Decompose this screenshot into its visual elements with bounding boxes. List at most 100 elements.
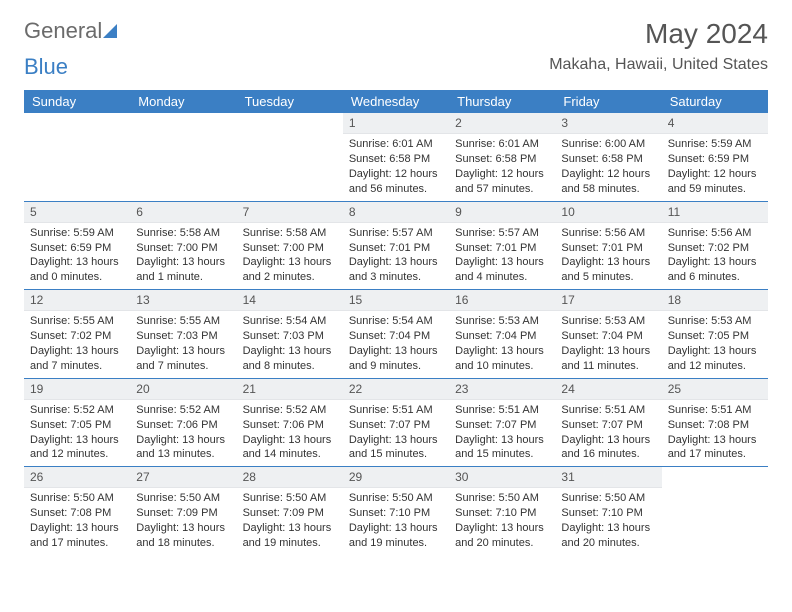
sunrise-text: Sunrise: 5:51 AM xyxy=(455,403,549,418)
calendar-cell: 9Sunrise: 5:57 AMSunset: 7:01 PMDaylight… xyxy=(449,201,555,290)
sunset-text: Sunset: 7:09 PM xyxy=(243,506,337,521)
day-number: 25 xyxy=(662,379,768,400)
day-number: 31 xyxy=(555,467,661,488)
day-number: 14 xyxy=(237,290,343,311)
daylight-text: Daylight: 13 hours and 14 minutes. xyxy=(243,433,337,463)
sunrise-text: Sunrise: 5:50 AM xyxy=(136,491,230,506)
calendar-cell: 10Sunrise: 5:56 AMSunset: 7:01 PMDayligh… xyxy=(555,201,661,290)
sunset-text: Sunset: 7:10 PM xyxy=(561,506,655,521)
day-header: Wednesday xyxy=(343,90,449,113)
sunset-text: Sunset: 7:10 PM xyxy=(455,506,549,521)
calendar-cell: 28Sunrise: 5:50 AMSunset: 7:09 PMDayligh… xyxy=(237,467,343,555)
calendar-cell: 1Sunrise: 6:01 AMSunset: 6:58 PMDaylight… xyxy=(343,113,449,201)
day-number: 9 xyxy=(449,202,555,223)
calendar-cell: 22Sunrise: 5:51 AMSunset: 7:07 PMDayligh… xyxy=(343,378,449,467)
daylight-text: Daylight: 12 hours and 56 minutes. xyxy=(349,167,443,197)
day-info: Sunrise: 5:50 AMSunset: 7:10 PMDaylight:… xyxy=(449,488,555,554)
sunset-text: Sunset: 7:07 PM xyxy=(561,418,655,433)
sunrise-text: Sunrise: 6:01 AM xyxy=(349,137,443,152)
sunrise-text: Sunrise: 5:50 AM xyxy=(30,491,124,506)
daylight-text: Daylight: 13 hours and 10 minutes. xyxy=(455,344,549,374)
daylight-text: Daylight: 13 hours and 20 minutes. xyxy=(561,521,655,551)
daylight-text: Daylight: 13 hours and 4 minutes. xyxy=(455,255,549,285)
day-info: Sunrise: 5:51 AMSunset: 7:08 PMDaylight:… xyxy=(662,400,768,466)
sunrise-text: Sunrise: 5:51 AM xyxy=(349,403,443,418)
daylight-text: Daylight: 13 hours and 7 minutes. xyxy=(136,344,230,374)
sunset-text: Sunset: 7:04 PM xyxy=(349,329,443,344)
sunset-text: Sunset: 7:05 PM xyxy=(30,418,124,433)
calendar-cell: 6Sunrise: 5:58 AMSunset: 7:00 PMDaylight… xyxy=(130,201,236,290)
calendar-cell: 19Sunrise: 5:52 AMSunset: 7:05 PMDayligh… xyxy=(24,378,130,467)
sunset-text: Sunset: 7:05 PM xyxy=(668,329,762,344)
day-number: 22 xyxy=(343,379,449,400)
sunrise-text: Sunrise: 5:54 AM xyxy=(243,314,337,329)
calendar-cell: 16Sunrise: 5:53 AMSunset: 7:04 PMDayligh… xyxy=(449,290,555,379)
sunrise-text: Sunrise: 5:58 AM xyxy=(136,226,230,241)
day-info: Sunrise: 5:52 AMSunset: 7:05 PMDaylight:… xyxy=(24,400,130,466)
day-number: 6 xyxy=(130,202,236,223)
logo-text-part1: General xyxy=(24,18,102,44)
sunset-text: Sunset: 6:58 PM xyxy=(455,152,549,167)
daylight-text: Daylight: 13 hours and 3 minutes. xyxy=(349,255,443,285)
calendar-table: Sunday Monday Tuesday Wednesday Thursday… xyxy=(24,90,768,555)
day-info: Sunrise: 6:01 AMSunset: 6:58 PMDaylight:… xyxy=(449,134,555,200)
sunrise-text: Sunrise: 5:56 AM xyxy=(561,226,655,241)
sunset-text: Sunset: 7:06 PM xyxy=(243,418,337,433)
day-info: Sunrise: 5:57 AMSunset: 7:01 PMDaylight:… xyxy=(449,223,555,289)
calendar-week-row: 1Sunrise: 6:01 AMSunset: 6:58 PMDaylight… xyxy=(24,113,768,201)
daylight-text: Daylight: 13 hours and 15 minutes. xyxy=(349,433,443,463)
calendar-cell: 29Sunrise: 5:50 AMSunset: 7:10 PMDayligh… xyxy=(343,467,449,555)
sunrise-text: Sunrise: 6:01 AM xyxy=(455,137,549,152)
day-info: Sunrise: 5:50 AMSunset: 7:08 PMDaylight:… xyxy=(24,488,130,554)
daylight-text: Daylight: 12 hours and 59 minutes. xyxy=(668,167,762,197)
sunrise-text: Sunrise: 5:51 AM xyxy=(561,403,655,418)
sunset-text: Sunset: 7:07 PM xyxy=(455,418,549,433)
day-number: 11 xyxy=(662,202,768,223)
sunset-text: Sunset: 7:09 PM xyxy=(136,506,230,521)
daylight-text: Daylight: 13 hours and 13 minutes. xyxy=(136,433,230,463)
calendar-body: 1Sunrise: 6:01 AMSunset: 6:58 PMDaylight… xyxy=(24,113,768,555)
day-info: Sunrise: 5:50 AMSunset: 7:10 PMDaylight:… xyxy=(555,488,661,554)
day-number: 30 xyxy=(449,467,555,488)
day-header: Saturday xyxy=(662,90,768,113)
day-info: Sunrise: 5:50 AMSunset: 7:09 PMDaylight:… xyxy=(130,488,236,554)
month-title: May 2024 xyxy=(549,18,768,50)
day-number: 13 xyxy=(130,290,236,311)
sunrise-text: Sunrise: 5:52 AM xyxy=(30,403,124,418)
daylight-text: Daylight: 13 hours and 1 minute. xyxy=(136,255,230,285)
calendar-week-row: 26Sunrise: 5:50 AMSunset: 7:08 PMDayligh… xyxy=(24,467,768,555)
day-number: 16 xyxy=(449,290,555,311)
day-info: Sunrise: 5:51 AMSunset: 7:07 PMDaylight:… xyxy=(555,400,661,466)
day-header: Tuesday xyxy=(237,90,343,113)
day-info: Sunrise: 5:53 AMSunset: 7:04 PMDaylight:… xyxy=(449,311,555,377)
daylight-text: Daylight: 13 hours and 17 minutes. xyxy=(668,433,762,463)
daylight-text: Daylight: 13 hours and 16 minutes. xyxy=(561,433,655,463)
day-number: 21 xyxy=(237,379,343,400)
day-number: 17 xyxy=(555,290,661,311)
logo-triangle-icon xyxy=(103,24,117,38)
calendar-cell: 13Sunrise: 5:55 AMSunset: 7:03 PMDayligh… xyxy=(130,290,236,379)
logo-text-part2: Blue xyxy=(24,54,68,79)
day-number: 8 xyxy=(343,202,449,223)
sunrise-text: Sunrise: 5:55 AM xyxy=(30,314,124,329)
daylight-text: Daylight: 13 hours and 12 minutes. xyxy=(668,344,762,374)
calendar-cell: 8Sunrise: 5:57 AMSunset: 7:01 PMDaylight… xyxy=(343,201,449,290)
day-info: Sunrise: 5:58 AMSunset: 7:00 PMDaylight:… xyxy=(237,223,343,289)
sunset-text: Sunset: 7:04 PM xyxy=(455,329,549,344)
calendar-cell: 18Sunrise: 5:53 AMSunset: 7:05 PMDayligh… xyxy=(662,290,768,379)
day-info: Sunrise: 6:01 AMSunset: 6:58 PMDaylight:… xyxy=(343,134,449,200)
sunset-text: Sunset: 6:58 PM xyxy=(561,152,655,167)
calendar-cell: 20Sunrise: 5:52 AMSunset: 7:06 PMDayligh… xyxy=(130,378,236,467)
day-number: 27 xyxy=(130,467,236,488)
day-number: 3 xyxy=(555,113,661,134)
daylight-text: Daylight: 13 hours and 11 minutes. xyxy=(561,344,655,374)
day-number: 5 xyxy=(24,202,130,223)
sunset-text: Sunset: 7:04 PM xyxy=(561,329,655,344)
sunrise-text: Sunrise: 5:54 AM xyxy=(349,314,443,329)
day-header: Thursday xyxy=(449,90,555,113)
day-header: Monday xyxy=(130,90,236,113)
day-info: Sunrise: 5:51 AMSunset: 7:07 PMDaylight:… xyxy=(449,400,555,466)
sunrise-text: Sunrise: 5:56 AM xyxy=(668,226,762,241)
calendar-cell: 15Sunrise: 5:54 AMSunset: 7:04 PMDayligh… xyxy=(343,290,449,379)
calendar-cell xyxy=(662,467,768,555)
